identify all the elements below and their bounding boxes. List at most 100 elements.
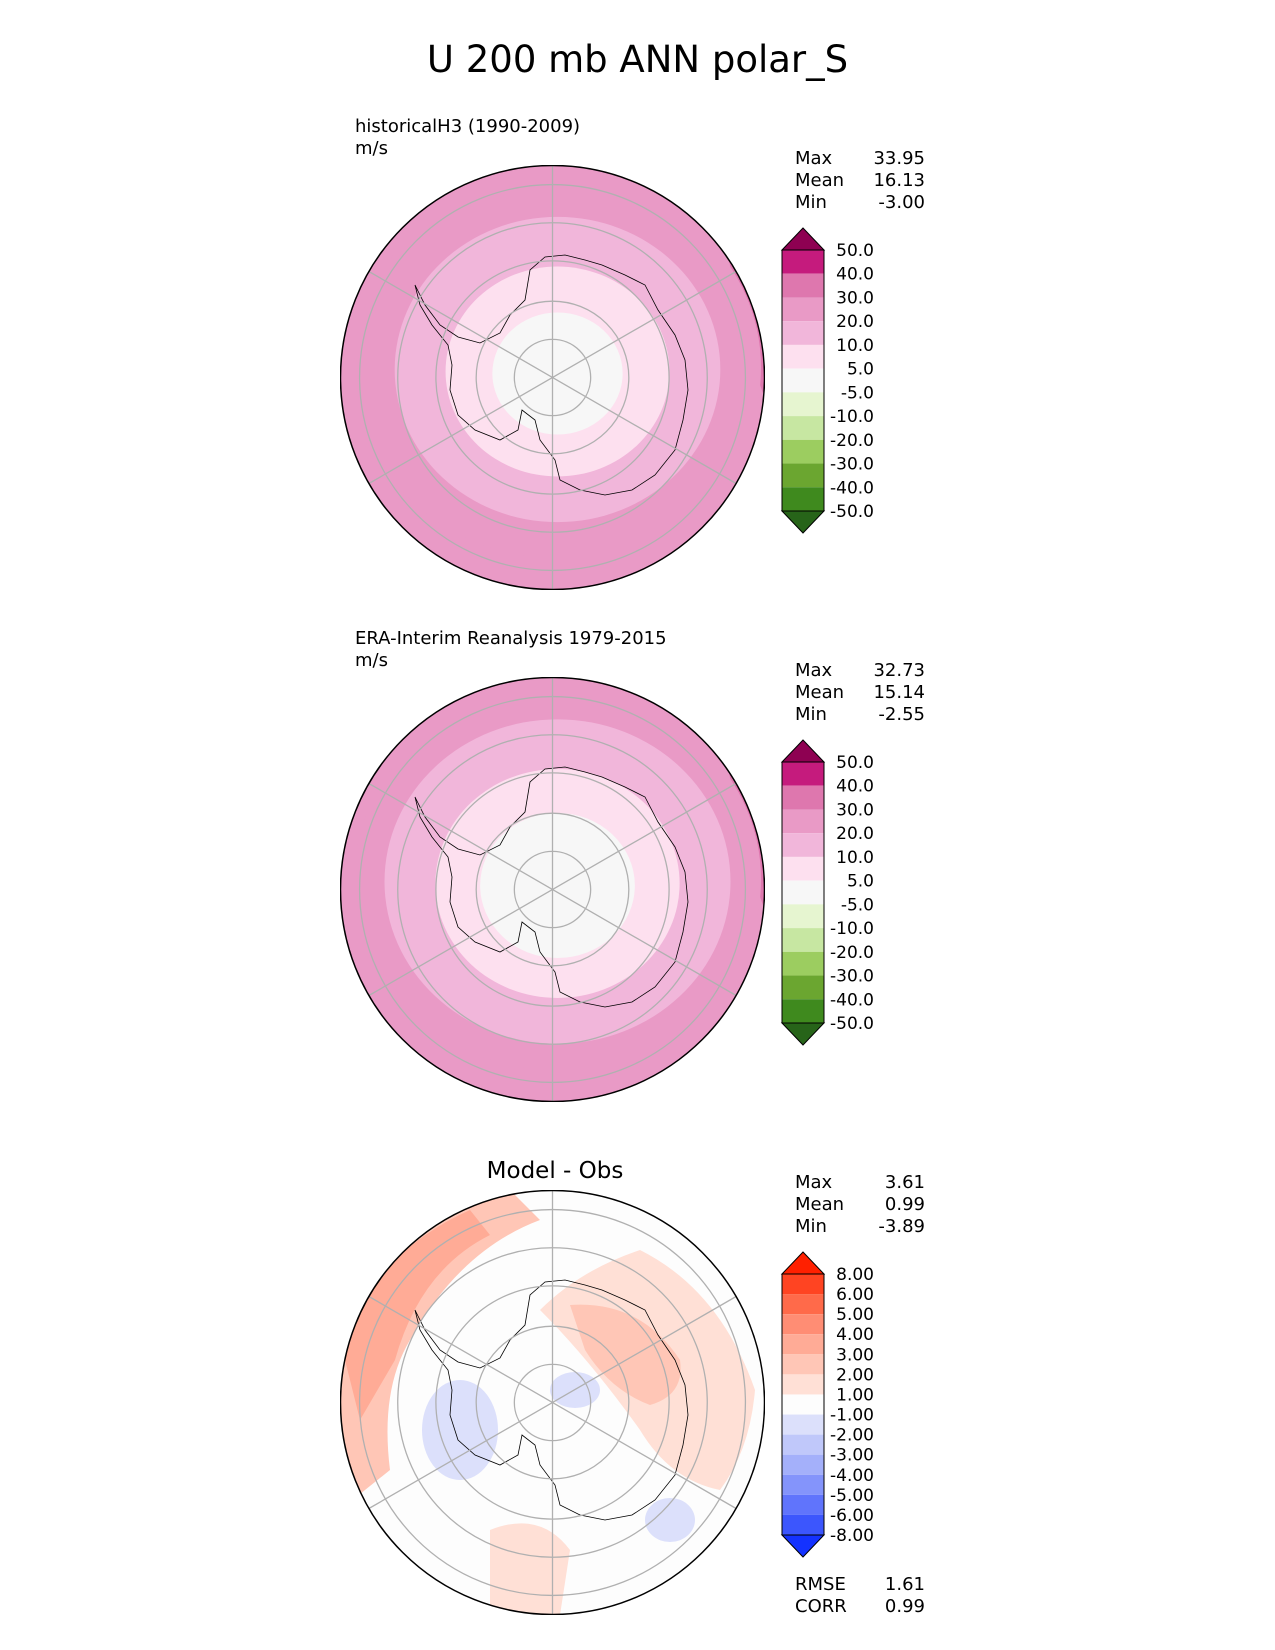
colorbar-frame — [781, 761, 825, 1024]
colorbar-tick-label: 50.0 — [836, 241, 874, 261]
colorbar-segment — [782, 1434, 824, 1455]
colorbar-tick-label: 10.0 — [836, 848, 874, 868]
colorbar-segment — [782, 975, 824, 1000]
corr-value: 0.99 — [884, 1596, 925, 1617]
colorbar-segment — [782, 439, 824, 464]
panel-1-colorbar: 50.0 40.0 30.0 20.0 10.0 5.0 -5.0 -10.0 -20.0 -30… — [780, 227, 874, 534]
colorbar-tick-label: 5.0 — [847, 872, 874, 892]
colorbar-segment — [782, 392, 824, 417]
longitude-line — [368, 782, 737, 997]
colorbar-segment — [782, 1374, 824, 1395]
colorbar-tick-label: -5.0 — [841, 895, 874, 915]
colorbar-frame — [781, 1273, 825, 1536]
panel-3-min: -3.89 — [878, 1216, 925, 1237]
panel-3-title: Model - Obs — [486, 1158, 624, 1184]
difference-contour — [340, 1210, 490, 1420]
colorbar-segment — [782, 1354, 824, 1375]
colorbar-segment — [782, 416, 824, 440]
colorbar-segment — [782, 1414, 824, 1435]
colorbar-tick-label: 20.0 — [836, 312, 874, 332]
difference-contour — [490, 1523, 570, 1615]
difference-contour — [570, 1304, 681, 1405]
colorbar-segment — [782, 250, 824, 274]
colorbar-segment — [782, 1514, 824, 1535]
colorbar-tick-label: -20.0 — [830, 943, 874, 963]
colorbar-extension-bottom — [780, 1534, 826, 1558]
antarctica-coastline — [414, 254, 689, 496]
colorbar-tick-label: 30.0 — [836, 288, 874, 308]
longitude-line — [368, 270, 737, 485]
colorbar-tick-label: -2.00 — [830, 1426, 874, 1446]
colorbar-tick-label: -40.0 — [830, 990, 874, 1010]
panel-3-colorbar: 8.006.005.004.003.002.001.00-1.00-2.00-3… — [780, 1251, 874, 1558]
colorbar-tick-label: -30.0 — [830, 967, 874, 987]
colorbar-segment — [782, 463, 824, 488]
colorbar-segment — [782, 487, 824, 511]
colorbar-segment — [782, 999, 824, 1023]
colorbar-segment — [782, 785, 824, 810]
colorbar-segment — [782, 1274, 824, 1295]
colorbar-tick-label: -4.00 — [830, 1466, 874, 1486]
colorbar-segment — [782, 880, 824, 905]
colorbar-extension-bottom — [780, 510, 826, 534]
colorbar-extension-top — [780, 1251, 826, 1275]
contour-band — [492, 312, 623, 435]
colorbar-tick-label: 6.00 — [836, 1285, 874, 1305]
figure-title: U 200 mb ANN polar_S — [426, 38, 849, 81]
map-boundary — [340, 1190, 765, 1615]
colorbar-tick-label: 5.00 — [836, 1305, 874, 1325]
panel-2-max: 32.73 — [873, 660, 925, 681]
panel-3-max: 3.61 — [884, 1172, 925, 1193]
negative-anomaly — [422, 1380, 498, 1480]
panel-3-metrics: RMSE 1.61 CORR 0.99 — [795, 1574, 925, 1617]
panel-2-stats: Max 32.73 Mean 15.14 Min -2.55 — [795, 660, 925, 725]
difference-polar-map — [340, 1190, 765, 1615]
colorbar-tick-label: 4.00 — [836, 1325, 874, 1345]
colorbar-tick-label: -40.0 — [830, 478, 874, 498]
colorbar-tick-label: 5.0 — [847, 360, 874, 380]
colorbar-segment — [782, 297, 824, 322]
colorbar-segment — [782, 809, 824, 834]
colorbar-tick-label: -6.00 — [830, 1506, 874, 1526]
map-boundary — [340, 165, 765, 590]
colorbar-tick-label: 1.00 — [836, 1385, 874, 1405]
colorbar-tick-label: -10.0 — [830, 407, 874, 427]
colorbar-segment — [782, 1334, 824, 1355]
colorbar-tick-label: 40.0 — [836, 265, 874, 285]
panel-1-title: historicalH3 (1990-2009) — [355, 116, 581, 137]
colorbar-tick-label: 50.0 — [836, 753, 874, 773]
antarctica-coastline — [414, 1279, 689, 1521]
colorbar-segment — [782, 273, 824, 298]
colorbar-extension-top — [780, 739, 826, 763]
model-polar-map — [340, 165, 765, 590]
colorbar-tick-label: -1.00 — [830, 1406, 874, 1426]
colorbar-tick-label: 40.0 — [836, 777, 874, 797]
colorbar-segment — [782, 833, 824, 857]
colorbar-segment — [782, 904, 824, 929]
panel-3-stats: Max 3.61 Mean 0.99 Min -3.89 — [795, 1172, 925, 1237]
colorbar-extension-top — [780, 227, 826, 251]
colorbar-segment — [782, 1314, 824, 1335]
antarctica-coastline — [414, 766, 689, 1008]
panel-2-colorbar: 50.0 40.0 30.0 20.0 10.0 5.0 -5.0 -10.0 -20.0 -30… — [780, 739, 874, 1046]
colorbar-tick-label: 3.00 — [836, 1345, 874, 1365]
panel-1-min: -3.00 — [878, 192, 925, 213]
colorbar-segment — [782, 1294, 824, 1315]
colorbar-segment — [782, 368, 824, 393]
panel-1-stats: Max 33.95 Mean 16.13 Min -3.00 — [795, 148, 925, 213]
colorbar-tick-label: -20.0 — [830, 431, 874, 451]
obs-polar-map — [340, 677, 765, 1102]
colorbar-tick-label: 10.0 — [836, 336, 874, 356]
colorbar-tick-label: 2.00 — [836, 1365, 874, 1385]
colorbar-tick-label: 20.0 — [836, 824, 874, 844]
colorbar-tick-label: -50.0 — [830, 502, 874, 522]
contour-band — [480, 812, 635, 959]
panel-2-min: -2.55 — [878, 704, 925, 725]
colorbar-tick-label: -8.00 — [830, 1526, 874, 1546]
panel-1-max: 33.95 — [873, 148, 925, 169]
colorbar-tick-label: -5.0 — [841, 383, 874, 403]
panel-2-title: ERA-Interim Reanalysis 1979-2015 — [355, 628, 667, 649]
negative-anomaly — [645, 1498, 695, 1542]
colorbar-segment — [782, 928, 824, 952]
colorbar-segment — [782, 1394, 824, 1415]
